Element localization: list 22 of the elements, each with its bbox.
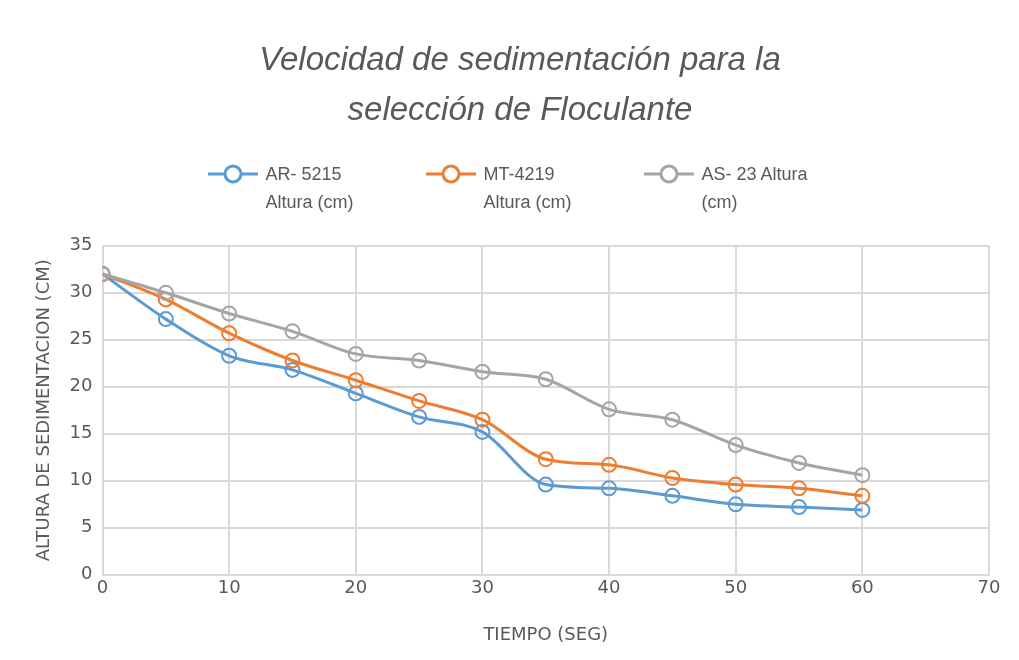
x-tick-label: 70 (977, 576, 1001, 598)
x-tick-label: 40 (597, 576, 621, 598)
legend-label: MT-4219 Altura (cm) (483, 163, 573, 214)
y-axis-title: ALTURA DE SEDIMENTACION (CM) (32, 259, 54, 562)
y-tick-label: 20 (69, 374, 93, 396)
x-tick-label: 60 (850, 576, 874, 598)
chart-title: Velocidad de sedimentación para la selección de Floculante (258, 39, 782, 129)
legend-label: AR- 5215 Altura (cm) (265, 163, 355, 214)
x-axis-title: TIEMPO (SEG) (482, 622, 609, 644)
x-tick-label: 10 (217, 576, 241, 598)
y-tick-label: 0 (81, 562, 93, 584)
x-tick-label: 50 (724, 576, 748, 598)
y-tick-label: 5 (81, 515, 93, 537)
legend-label: AS- 23 Altura (cm) (701, 163, 809, 214)
y-tick-label: 30 (69, 280, 93, 302)
y-tick-label: 10 (69, 468, 93, 490)
y-tick-label: 35 (69, 233, 93, 255)
y-tick-label: 15 (69, 421, 93, 443)
y-tick-label: 25 (69, 327, 93, 349)
x-tick-label: 0 (96, 576, 109, 598)
x-tick-label: 30 (470, 576, 494, 598)
x-tick-label: 20 (344, 576, 368, 598)
